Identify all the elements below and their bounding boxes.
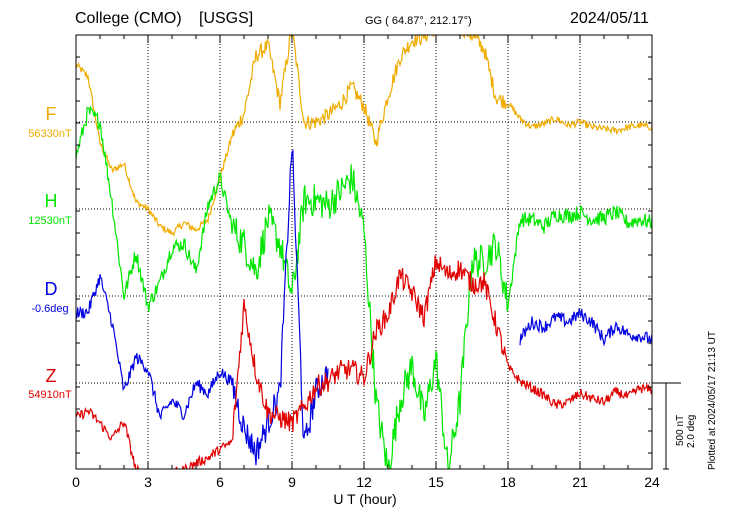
channel-baseline-d: -0.6deg: [31, 303, 69, 315]
channel-letter-f: F: [45, 104, 57, 124]
x-tick-label-24: 24: [644, 474, 660, 490]
scale-deg-label: 2.0 deg: [686, 414, 697, 448]
station-title: College (CMO): [75, 10, 182, 27]
channel-letter-z: Z: [45, 366, 57, 386]
series-line-f: [76, 35, 652, 238]
x-tick-label-12: 12: [356, 474, 372, 490]
x-tick-label-15: 15: [428, 474, 444, 490]
channel-baseline-h: 12530nT: [28, 215, 72, 227]
date-label: 2024/05/11: [570, 10, 649, 27]
plotted-timestamp: Plotted at 2024/05/17 21:13 UT: [707, 331, 718, 470]
x-tick-label-9: 9: [288, 474, 296, 490]
channel-baseline-f: 56330nT: [28, 128, 72, 140]
channel-letter-h: H: [44, 191, 58, 211]
x-tick-label-6: 6: [216, 474, 224, 490]
channel-letter-d: D: [44, 279, 58, 299]
x-tick-label-18: 18: [500, 474, 516, 490]
source-label: [USGS]: [199, 10, 254, 27]
coordinates-label: GG ( 64.87°, 212.17°): [365, 15, 472, 27]
x-tick-label-3: 3: [144, 474, 152, 490]
channel-baseline-z: 54910nT: [28, 389, 72, 401]
scale-nt-label: 500 nT: [675, 414, 686, 446]
series-line-d: [76, 149, 652, 466]
x-axis-label: U T (hour): [333, 491, 397, 507]
x-tick-label-0: 0: [72, 474, 80, 490]
series-line-h: [76, 105, 652, 469]
x-tick-label-21: 21: [572, 474, 588, 490]
